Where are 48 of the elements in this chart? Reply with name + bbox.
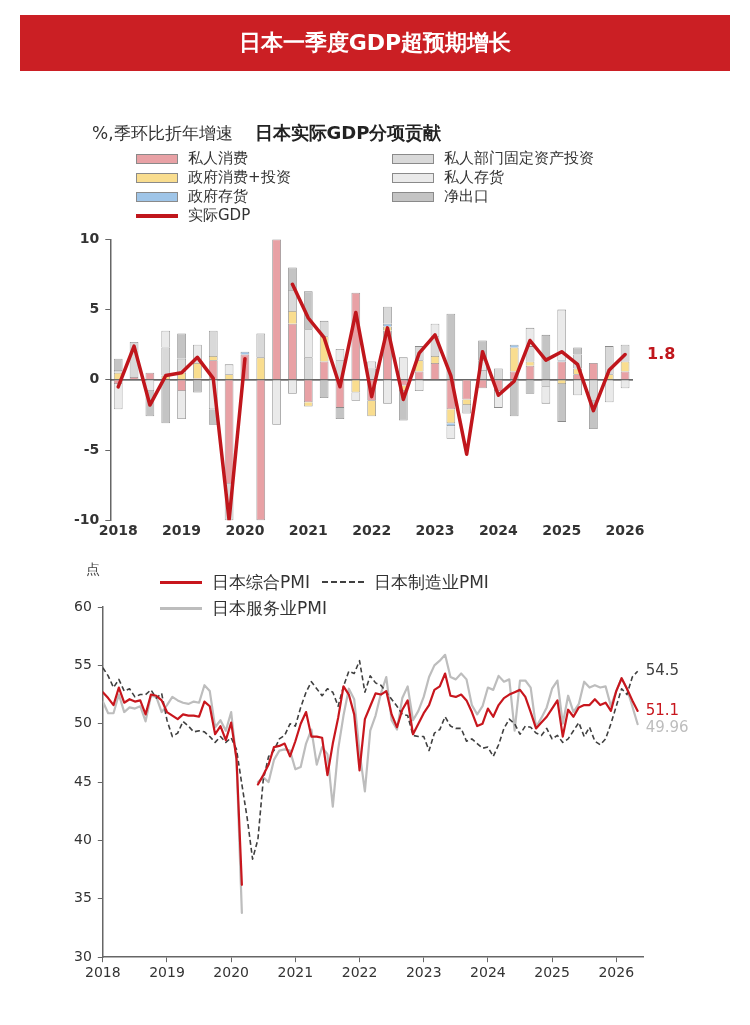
y-tick-label: -10 [74, 510, 100, 527]
legend-label: 实际GDP [188, 206, 251, 225]
x-tick-label: 2025 [542, 522, 582, 539]
legend-label: 私人存货 [444, 168, 505, 187]
legend-label: 日本综合PMI [212, 570, 310, 594]
y-axis-title: 点 [86, 561, 100, 579]
y-tick-label: 10 [79, 230, 100, 247]
x-tick-label: 2023 [415, 522, 455, 539]
x-tick-label: 2022 [341, 964, 378, 981]
x-tick-label: 2021 [288, 522, 328, 539]
x-tick-label: 2023 [405, 964, 442, 981]
y-tick-label: 40 [73, 831, 92, 848]
y-tick-label: 35 [73, 889, 92, 906]
data-label: 1.8 [647, 343, 676, 363]
legend-label: 日本服务业PMI [212, 596, 327, 620]
y-tick-label: 60 [73, 597, 92, 614]
data-label: 51.1 [645, 700, 680, 719]
x-tick-label: 2018 [84, 964, 121, 981]
x-tick-label: 2019 [162, 522, 202, 539]
x-tick-label: 2024 [470, 964, 506, 981]
legend-label: 日本制造业PMI [373, 570, 489, 594]
chart-title: 日本一季度GDP超预期增长 [20, 15, 730, 71]
chart-subtitle: 日本实际GDP分项贡献 [254, 121, 442, 145]
x-tick-label: 2025 [534, 964, 570, 981]
y-tick-label: 5 [89, 300, 100, 317]
legend-label: 私人部门固定资产投资 [444, 149, 595, 168]
y-tick-label: 30 [73, 947, 92, 964]
y-tick-label: 55 [73, 656, 92, 673]
x-tick-label: 2026 [598, 964, 635, 981]
legend-label: 政府存货 [188, 187, 248, 206]
y-tick-label: 50 [73, 714, 92, 731]
y-axis-title: %,季环比折年增速 [92, 122, 233, 145]
x-tick-label: 2026 [605, 522, 645, 539]
x-tick-label: 2021 [277, 964, 314, 981]
legend-label: 净出口 [444, 187, 490, 206]
x-tick-label: 2020 [213, 964, 249, 981]
x-tick-label: 2024 [478, 522, 519, 539]
legend-label: 私人消费 [188, 149, 248, 168]
legend-label: 政府消费+投资 [188, 168, 291, 187]
y-tick-label: 45 [73, 772, 92, 789]
x-tick-label: 2018 [98, 522, 138, 539]
data-label: 54.5 [645, 661, 680, 680]
y-tick-label: 0 [89, 370, 100, 387]
data-label: 49.96 [645, 717, 689, 736]
x-tick-label: 2022 [352, 522, 392, 539]
x-tick-label: 2019 [149, 964, 185, 981]
y-tick-label: -5 [83, 440, 100, 457]
x-tick-label: 2020 [225, 522, 265, 539]
